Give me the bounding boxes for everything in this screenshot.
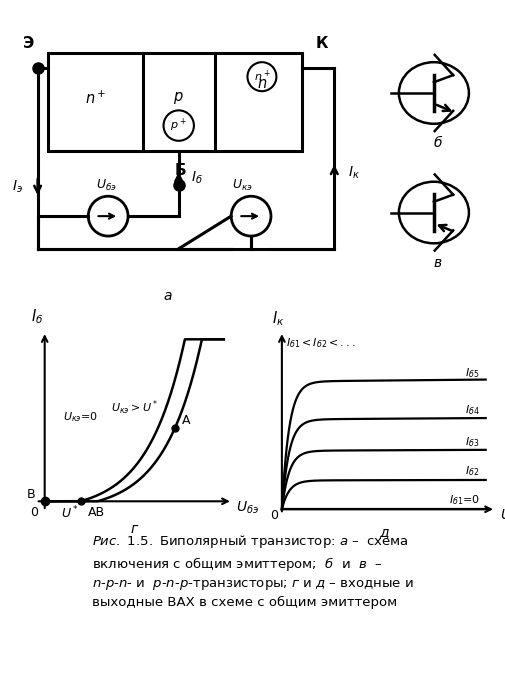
Text: $U^*$: $U^*$ [61,504,79,521]
Text: $U_{бэ}$: $U_{бэ}$ [236,500,259,516]
Text: $U_{кэ}>U^*$: $U_{кэ}>U^*$ [111,398,158,417]
Text: $I_{б4}$: $I_{б4}$ [464,404,479,417]
Text: $p$: $p$ [173,90,184,106]
Text: $I_э$: $I_э$ [12,179,23,195]
Bar [48,53,301,151]
Circle shape [247,62,276,91]
Text: $I_{б5}$: $I_{б5}$ [464,366,479,380]
Text: $\it{Рис.\ 1.5.}$ Биполярный транзистор: $\it{а}$ –  схема
включения с общим эми: $\it{Рис.\ 1.5.}$ Биполярный транзистор:… [92,533,413,609]
Text: $p^+$: $p^+$ [170,117,187,135]
Text: б: б [433,137,441,150]
Text: $I_{б1}$=0: $I_{б1}$=0 [448,493,479,507]
Text: Э: Э [23,37,34,51]
Text: а: а [163,289,172,303]
Text: д: д [378,525,388,540]
Text: Б: Б [174,164,186,178]
Text: $n^+$: $n^+$ [253,69,270,84]
Text: АВ: АВ [87,506,105,519]
Text: A: A [182,414,190,427]
Text: $I_{б3}$: $I_{б3}$ [464,435,479,448]
Text: $U_{кэ}$=0: $U_{кэ}$=0 [63,410,97,424]
Text: $U_{кэ}$: $U_{кэ}$ [499,508,505,524]
Text: 0: 0 [269,509,277,522]
Text: $U_{кэ}$: $U_{кэ}$ [231,178,252,193]
Text: $I_{б2}$: $I_{б2}$ [465,464,479,478]
Text: К: К [315,37,327,51]
Text: $I_б$: $I_б$ [31,308,43,326]
Text: $U_{бэ}$: $U_{бэ}$ [96,178,117,193]
Text: г: г [130,522,137,536]
Circle shape [163,110,193,141]
Text: $I_к$: $I_к$ [347,164,360,181]
Text: В: В [27,489,35,502]
Text: $I_{б1}<I_{б2}<...$: $I_{б1}<I_{б2}<...$ [285,336,355,350]
Text: $I_б$: $I_б$ [190,170,203,186]
Text: $n$: $n$ [256,77,267,91]
Text: в: в [433,256,441,270]
Text: 0: 0 [30,506,38,519]
Text: $I_к$: $I_к$ [271,309,283,328]
Text: $n^+$: $n^+$ [84,90,106,107]
